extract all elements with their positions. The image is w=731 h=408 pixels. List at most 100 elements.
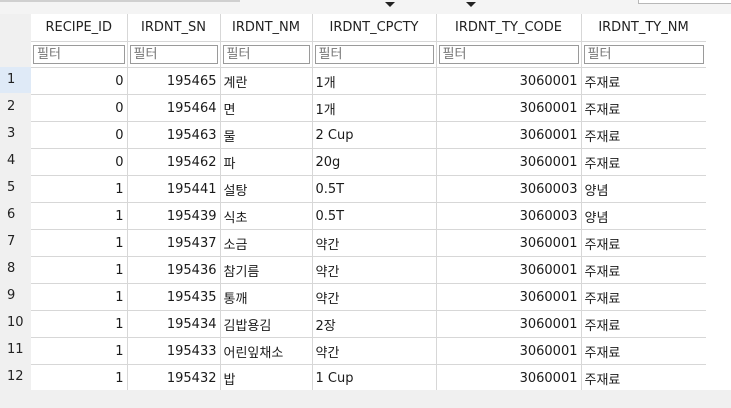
cell-irdnt-nm[interactable]: 소금 (220, 229, 313, 257)
cell-irdnt-nm[interactable]: 참기름 (220, 256, 313, 284)
cell-irdnt-ty-code[interactable]: 3060001 (436, 229, 582, 257)
cell-irdnt-cpcty[interactable]: 약간 (312, 283, 437, 311)
cell-recipe-id[interactable]: 1 (31, 229, 128, 257)
table-row[interactable]: 0 195464 면 1개 3060001 주재료 (31, 94, 707, 122)
cell-irdnt-ty-code[interactable]: 3060001 (436, 94, 582, 122)
filter-input-irdnt-nm[interactable] (222, 45, 310, 64)
row-number[interactable]: 12 (7, 369, 24, 384)
column-header-irdnt-sn[interactable]: IRDNT_SN (127, 14, 221, 42)
cell-irdnt-ty-nm[interactable]: 주재료 (581, 364, 707, 392)
cell-irdnt-ty-nm[interactable]: 양념 (581, 175, 707, 203)
cell-irdnt-ty-nm[interactable]: 양념 (581, 202, 707, 230)
cell-recipe-id[interactable]: 1 (31, 310, 128, 338)
cell-recipe-id[interactable]: 0 (31, 148, 128, 176)
row-number[interactable]: 4 (7, 153, 16, 168)
table-row[interactable]: 1 195432 밥 1 Cup 3060001 주재료 (31, 364, 707, 392)
cell-recipe-id[interactable]: 1 (31, 175, 128, 203)
cell-recipe-id[interactable]: 0 (31, 121, 128, 149)
row-number[interactable]: 11 (7, 342, 24, 357)
table-row[interactable]: 0 195462 파 20g 3060001 주재료 (31, 148, 707, 176)
cell-irdnt-sn[interactable]: 195434 (127, 310, 221, 338)
cell-irdnt-sn[interactable]: 195435 (127, 283, 221, 311)
cell-irdnt-cpcty[interactable]: 1개 (312, 67, 437, 95)
cell-irdnt-ty-nm[interactable]: 주재료 (581, 148, 707, 176)
cell-irdnt-nm[interactable]: 식초 (220, 202, 313, 230)
cell-irdnt-nm[interactable]: 면 (220, 94, 313, 122)
cell-irdnt-nm[interactable]: 설탕 (220, 175, 313, 203)
cell-recipe-id[interactable]: 0 (31, 94, 128, 122)
row-number[interactable]: 7 (7, 234, 16, 249)
cell-irdnt-ty-code[interactable]: 3060003 (436, 202, 582, 230)
cell-irdnt-cpcty[interactable]: 1개 (312, 94, 437, 122)
filter-input-irdnt-sn[interactable] (129, 45, 218, 64)
column-header-irdnt-cpcty[interactable]: IRDNT_CPCTY (312, 14, 437, 42)
table-row[interactable]: 1 195435 통깨 약간 3060001 주재료 (31, 283, 707, 311)
row-number[interactable]: 5 (7, 180, 16, 195)
column-header-recipe-id[interactable]: RECIPE_ID (31, 14, 128, 42)
cell-irdnt-sn[interactable]: 195439 (127, 202, 221, 230)
cell-irdnt-ty-code[interactable]: 3060001 (436, 121, 582, 149)
cell-irdnt-ty-code[interactable]: 3060001 (436, 364, 582, 392)
cell-recipe-id[interactable]: 0 (31, 67, 128, 95)
cell-irdnt-sn[interactable]: 195433 (127, 337, 221, 365)
cell-irdnt-cpcty[interactable]: 2장 (312, 310, 437, 338)
cell-irdnt-ty-nm[interactable]: 주재료 (581, 337, 707, 365)
filter-input-irdnt-ty-nm[interactable] (583, 45, 704, 64)
cell-irdnt-ty-nm[interactable]: 주재료 (581, 283, 707, 311)
cell-irdnt-cpcty[interactable]: 약간 (312, 337, 437, 365)
table-row[interactable]: 1 195437 소금 약간 3060001 주재료 (31, 229, 707, 257)
table-row[interactable]: 1 195436 참기름 약간 3060001 주재료 (31, 256, 707, 284)
cell-irdnt-sn[interactable]: 195465 (127, 67, 221, 95)
table-row[interactable]: 0 195463 물 2 Cup 3060001 주재료 (31, 121, 707, 149)
table-row[interactable]: 1 195433 어린잎채소 약간 3060001 주재료 (31, 337, 707, 365)
cell-irdnt-nm[interactable]: 밥 (220, 364, 313, 392)
cell-recipe-id[interactable]: 1 (31, 337, 128, 365)
cell-irdnt-sn[interactable]: 195437 (127, 229, 221, 257)
cell-irdnt-ty-nm[interactable]: 주재료 (581, 121, 707, 149)
cell-recipe-id[interactable]: 1 (31, 283, 128, 311)
cell-recipe-id[interactable]: 1 (31, 364, 128, 392)
cell-irdnt-ty-code[interactable]: 3060001 (436, 283, 582, 311)
cell-irdnt-cpcty[interactable]: 20g (312, 148, 437, 176)
cell-irdnt-sn[interactable]: 195462 (127, 148, 221, 176)
table-row[interactable]: 1 195441 설탕 0.5T 3060003 양념 (31, 175, 707, 203)
toolbar-search-box[interactable] (638, 0, 731, 4)
dropdown-arrow-icon[interactable] (385, 2, 395, 7)
cell-irdnt-nm[interactable]: 계란 (220, 67, 313, 95)
cell-recipe-id[interactable]: 1 (31, 202, 128, 230)
row-number[interactable]: 1 (0, 67, 31, 93)
cell-irdnt-sn[interactable]: 195464 (127, 94, 221, 122)
cell-irdnt-ty-code[interactable]: 3060001 (436, 148, 582, 176)
cell-irdnt-cpcty[interactable]: 약간 (312, 229, 437, 257)
cell-irdnt-nm[interactable]: 어린잎채소 (220, 337, 313, 365)
column-header-irdnt-ty-code[interactable]: IRDNT_TY_CODE (436, 14, 582, 42)
cell-irdnt-sn[interactable]: 195436 (127, 256, 221, 284)
filter-input-recipe-id[interactable] (33, 45, 125, 64)
cell-irdnt-ty-code[interactable]: 3060001 (436, 337, 582, 365)
column-header-irdnt-nm[interactable]: IRDNT_NM (220, 14, 313, 42)
dropdown-arrow-icon[interactable] (466, 2, 476, 7)
row-number[interactable]: 10 (7, 315, 24, 330)
cell-irdnt-sn[interactable]: 195432 (127, 364, 221, 392)
cell-irdnt-sn[interactable]: 195463 (127, 121, 221, 149)
cell-irdnt-ty-nm[interactable]: 주재료 (581, 229, 707, 257)
cell-irdnt-cpcty[interactable]: 0.5T (312, 202, 437, 230)
cell-irdnt-ty-code[interactable]: 3060001 (436, 256, 582, 284)
row-number[interactable]: 3 (7, 126, 16, 141)
column-header-irdnt-ty-nm[interactable]: IRDNT_TY_NM (581, 14, 707, 42)
cell-irdnt-cpcty[interactable]: 2 Cup (312, 121, 437, 149)
cell-irdnt-sn[interactable]: 195441 (127, 175, 221, 203)
cell-irdnt-ty-nm[interactable]: 주재료 (581, 310, 707, 338)
table-row[interactable]: 0 195465 계란 1개 3060001 주재료 (31, 67, 707, 95)
cell-irdnt-ty-code[interactable]: 3060001 (436, 67, 582, 95)
cell-irdnt-cpcty[interactable]: 0.5T (312, 175, 437, 203)
cell-irdnt-nm[interactable]: 통깨 (220, 283, 313, 311)
table-row[interactable]: 1 195434 김밥용김 2장 3060001 주재료 (31, 310, 707, 338)
row-number[interactable]: 6 (7, 207, 16, 222)
cell-irdnt-ty-code[interactable]: 3060001 (436, 310, 582, 338)
row-number[interactable]: 8 (7, 261, 16, 276)
row-number[interactable]: 9 (7, 288, 16, 303)
cell-irdnt-cpcty[interactable]: 1 Cup (312, 364, 437, 392)
cell-irdnt-ty-nm[interactable]: 주재료 (581, 94, 707, 122)
cell-recipe-id[interactable]: 1 (31, 256, 128, 284)
